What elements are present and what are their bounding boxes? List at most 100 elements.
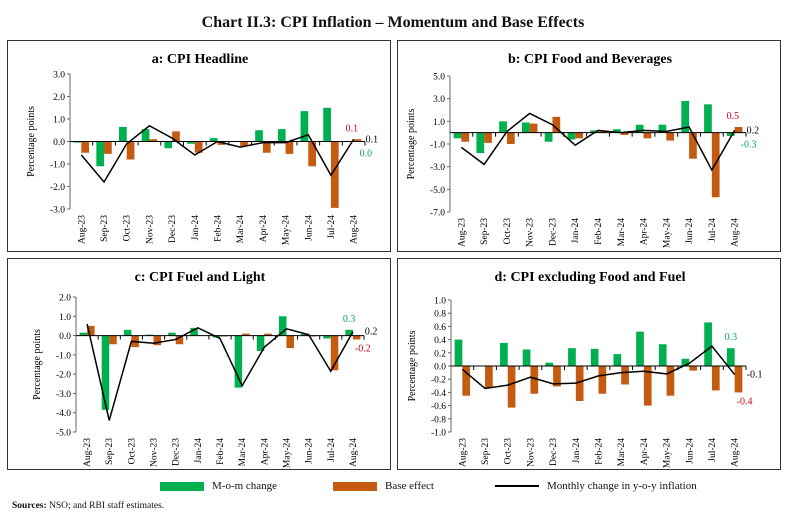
legend-swatch-base bbox=[333, 481, 377, 491]
bar-mom-change bbox=[454, 339, 463, 366]
bar-mom-change bbox=[209, 138, 218, 142]
bar-base-effect bbox=[506, 132, 515, 144]
bar-base-effect bbox=[643, 132, 652, 139]
x-tick-label: Nov-23 bbox=[150, 438, 160, 467]
y-axis-label: Percentage points bbox=[406, 108, 417, 179]
y-tick-label: 0.6 bbox=[434, 323, 446, 333]
y-tick-label: -1.0 bbox=[50, 161, 65, 171]
bar-base-effect bbox=[666, 132, 675, 141]
figure-title: Chart II.3: CPI Inflation – Momentum and… bbox=[201, 14, 585, 31]
chart-b: b: CPI Food and Beverages 5.0 3.0 1.0 -1.0 -3… bbox=[406, 52, 759, 248]
x-tick-label: Jul-24 bbox=[708, 218, 718, 242]
x-tick-label: Jan-24 bbox=[191, 215, 201, 241]
x-tick-label: May-24 bbox=[282, 215, 292, 245]
x-tick-label: Oct-23 bbox=[504, 438, 514, 465]
bar-mom-change bbox=[704, 104, 712, 133]
y-tick-label: 1.0 bbox=[59, 313, 71, 323]
x-tick-label: Aug-23 bbox=[458, 438, 468, 467]
bar-base-effect bbox=[285, 141, 294, 154]
x-tick-label: May-24 bbox=[282, 438, 292, 468]
bar-mom-change bbox=[613, 354, 622, 366]
bar-base-effect bbox=[598, 131, 606, 133]
bar-base-effect bbox=[194, 141, 203, 153]
y-tick-label: 3.0 bbox=[53, 71, 65, 81]
bar-mom-change bbox=[521, 122, 530, 133]
bar-base-effect bbox=[330, 141, 339, 208]
bar-mom-change bbox=[476, 132, 485, 154]
bar-mom-change bbox=[256, 335, 265, 351]
bar-mom-change bbox=[278, 316, 287, 336]
y-tick-label: 0.4 bbox=[434, 336, 446, 346]
bar-base-effect bbox=[530, 366, 539, 394]
legend: M-o-m change Base effect Monthly change … bbox=[0, 480, 786, 496]
y-tick-label: -3.0 bbox=[50, 206, 65, 216]
x-tick-label: Feb-24 bbox=[595, 438, 605, 465]
y-axis-label: Percentage points bbox=[407, 330, 418, 401]
bar-base-effect bbox=[734, 366, 743, 393]
bar-base-effect bbox=[689, 132, 697, 159]
bar-mom-change bbox=[500, 342, 508, 366]
x-tick-label: Oct-23 bbox=[127, 438, 137, 465]
bar-mom-change bbox=[568, 348, 576, 366]
x-tick-label: Oct-23 bbox=[503, 218, 513, 245]
bar-base-effect bbox=[666, 366, 675, 396]
bar-base-effect bbox=[711, 366, 720, 391]
bar-base-effect bbox=[126, 141, 135, 160]
y-tick-label: -0.8 bbox=[431, 415, 446, 425]
x-tick-label: Jan-24 bbox=[571, 218, 581, 244]
y-tick-label: 1.0 bbox=[53, 116, 65, 126]
x-tick-label: Mar-24 bbox=[236, 215, 246, 244]
bar-mom-change bbox=[635, 124, 644, 133]
bar-mom-change bbox=[323, 335, 331, 339]
chart-d: d: CPI excluding Food and Fuel 1.0 0.8 0.6 0… bbox=[407, 270, 762, 468]
chart-a: a: CPI Headline 3.0 2.0 1.0 0.0 -1.0 -2.0 -3.0 P… bbox=[26, 52, 379, 245]
bar-mom-change bbox=[119, 126, 127, 142]
y-tick-label: -7.0 bbox=[430, 209, 445, 219]
bar-base-effect bbox=[711, 132, 720, 198]
bar-base-effect bbox=[240, 141, 248, 146]
bar-base-effect bbox=[104, 141, 112, 154]
data-label-mom: 0.3 bbox=[725, 332, 738, 343]
bar-mom-change bbox=[681, 100, 690, 133]
data-label-mom: 0.0 bbox=[360, 149, 373, 160]
x-tick-label: Dec-23 bbox=[549, 438, 559, 466]
panel-cpi-core: d: CPI excluding Food and Fuel 1.0 0.8 0.6 0… bbox=[397, 258, 781, 470]
x-tick-label: Sep-23 bbox=[481, 438, 491, 465]
bar-base-effect bbox=[87, 325, 95, 336]
data-label-yoy: 0.1 bbox=[366, 134, 379, 145]
bar-base-effect bbox=[552, 116, 561, 133]
x-tick-label: Apr-24 bbox=[260, 438, 270, 465]
x-tick-label: Jun-24 bbox=[685, 438, 695, 464]
bar-mom-change bbox=[726, 132, 735, 137]
panel-title: d: CPI excluding Food and Fuel bbox=[495, 270, 686, 285]
x-tick-label: Mar-24 bbox=[617, 438, 627, 467]
data-label-mom: -0.3 bbox=[741, 140, 757, 151]
bar-base-effect bbox=[461, 132, 470, 142]
bar-mom-change bbox=[234, 335, 243, 388]
y-tick-label: -4.0 bbox=[56, 409, 71, 419]
x-tick-label: Jan-24 bbox=[194, 438, 204, 464]
bar-base-effect bbox=[462, 366, 471, 396]
bar-base-effect bbox=[598, 366, 607, 394]
bar-mom-change bbox=[681, 358, 690, 366]
bar-mom-change bbox=[300, 111, 309, 142]
x-tick-label: Sep-23 bbox=[105, 438, 115, 465]
y-tick-label: 0.0 bbox=[59, 332, 71, 342]
bar-mom-change bbox=[453, 132, 462, 139]
legend-base: Base effect bbox=[333, 480, 434, 492]
bar-mom-change bbox=[168, 332, 176, 336]
bar-mom-change bbox=[545, 362, 554, 366]
y-tick-label: -2.0 bbox=[50, 183, 65, 193]
y-tick-label: -0.2 bbox=[431, 376, 446, 386]
data-label-yoy: 0.2 bbox=[365, 327, 378, 338]
sources-label: Sources: bbox=[12, 501, 47, 511]
legend-swatch-line bbox=[495, 485, 539, 487]
bar-base-effect bbox=[264, 333, 272, 336]
data-label-base: 0.1 bbox=[346, 123, 359, 134]
bar-mom-change bbox=[544, 132, 553, 142]
bar-mom-change bbox=[323, 107, 331, 142]
bar-mom-change bbox=[658, 124, 667, 133]
x-tick-label: Aug-24 bbox=[731, 438, 741, 467]
chart-c: c: CPI Fuel and Light 2.0 1.0 0.0 -1.0 -2.0 -3… bbox=[32, 270, 378, 468]
bar-mom-change bbox=[499, 121, 507, 133]
